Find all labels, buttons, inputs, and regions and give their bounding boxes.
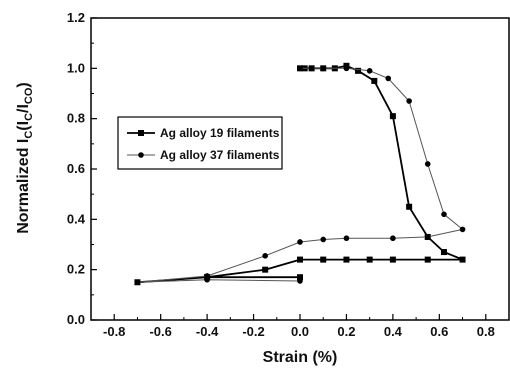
legend-marker-square bbox=[138, 130, 144, 136]
y-axis-title: Normalized IC(IC/ICO) bbox=[15, 82, 35, 234]
data-point-circle bbox=[308, 65, 315, 72]
data-point-circle bbox=[343, 235, 350, 242]
y-title-sub2: C bbox=[23, 113, 35, 121]
legend-marker-circle bbox=[138, 152, 144, 158]
data-point-circle bbox=[385, 75, 392, 82]
y-title-sub1: C bbox=[23, 131, 35, 139]
x-tick-label: 0.0 bbox=[291, 324, 309, 339]
y-title-prefix: Normalized I bbox=[15, 139, 32, 234]
y-tick-label: 0.6 bbox=[67, 161, 85, 176]
data-point-circle bbox=[424, 161, 431, 167]
data-point-circle bbox=[134, 279, 141, 286]
data-point-circle bbox=[459, 226, 466, 233]
legend-item: Ag alloy 37 filaments bbox=[127, 148, 280, 162]
data-point-square bbox=[371, 77, 378, 84]
data-point-square bbox=[366, 256, 373, 263]
data-point-circle bbox=[320, 236, 327, 243]
data-point-square bbox=[355, 67, 362, 74]
data-point-circle bbox=[262, 253, 268, 259]
data-point-circle bbox=[204, 276, 210, 283]
y-tick-label: 0.8 bbox=[67, 111, 85, 126]
x-tick-label: 0.2 bbox=[337, 324, 355, 339]
x-tick-label: 0.6 bbox=[430, 324, 448, 339]
legend-label: Ag alloy 37 filaments bbox=[160, 148, 280, 162]
data-point-square bbox=[440, 249, 447, 256]
y-tick-label: 0.0 bbox=[67, 312, 85, 327]
x-tick-label: 0.4 bbox=[384, 324, 403, 339]
data-point-square bbox=[406, 203, 413, 210]
data-point-circle bbox=[320, 65, 327, 72]
y-title-slash: /I bbox=[15, 104, 32, 113]
data-point-square bbox=[297, 274, 303, 281]
data-point-circle bbox=[297, 239, 303, 245]
y-title-suffix: ) bbox=[15, 82, 32, 87]
data-point-square bbox=[262, 266, 269, 273]
data-point-circle bbox=[343, 65, 350, 72]
data-point-square bbox=[389, 256, 396, 263]
y-title-sub3: CO bbox=[23, 87, 35, 104]
y-tick-label: 1.2 bbox=[67, 10, 85, 25]
data-point-square bbox=[389, 113, 396, 120]
x-tick-label: -0.8 bbox=[103, 324, 125, 339]
x-axis-title: Strain (%) bbox=[263, 349, 338, 366]
data-point-circle bbox=[406, 98, 412, 104]
x-tick-label: -0.4 bbox=[196, 324, 219, 339]
x-tick-label: -0.6 bbox=[149, 324, 171, 339]
data-point-circle bbox=[297, 278, 303, 284]
data-point-square bbox=[320, 256, 327, 263]
y-tick-label: 0.4 bbox=[67, 211, 86, 226]
y-title-mid: (I bbox=[15, 121, 32, 131]
y-tick-label: 0.2 bbox=[67, 262, 85, 277]
y-axis-title-group: Normalized IC(IC/ICO) bbox=[15, 82, 35, 234]
legend: Ag alloy 19 filaments Ag alloy 37 filamen… bbox=[117, 116, 283, 170]
legend-label: Ag alloy 19 filaments bbox=[160, 126, 280, 140]
data-point-square bbox=[459, 256, 466, 263]
series-line-1 bbox=[136, 64, 464, 284]
data-point-circle bbox=[390, 235, 396, 242]
series-line-2 bbox=[136, 67, 464, 283]
x-tick-label: 0.8 bbox=[477, 324, 495, 339]
data-point-circle bbox=[441, 211, 447, 218]
data-point-circle bbox=[297, 65, 303, 72]
data-point-square bbox=[424, 256, 431, 263]
data-point-circle bbox=[424, 234, 431, 240]
legend-item: Ag alloy 19 filaments bbox=[127, 126, 280, 140]
data-point-circle bbox=[366, 68, 373, 74]
data-point-square bbox=[297, 256, 303, 263]
plot-area: -0.8 -0.6 -0.4 -0.2 0.0 0.2 0.4 0.6 0.8 0.0 0.2 0.4… bbox=[67, 10, 510, 339]
y-tick-label: 1.0 bbox=[67, 60, 85, 75]
legend-box bbox=[117, 116, 283, 170]
x-tick-label: -0.2 bbox=[242, 324, 264, 339]
data-point-square bbox=[343, 256, 350, 263]
